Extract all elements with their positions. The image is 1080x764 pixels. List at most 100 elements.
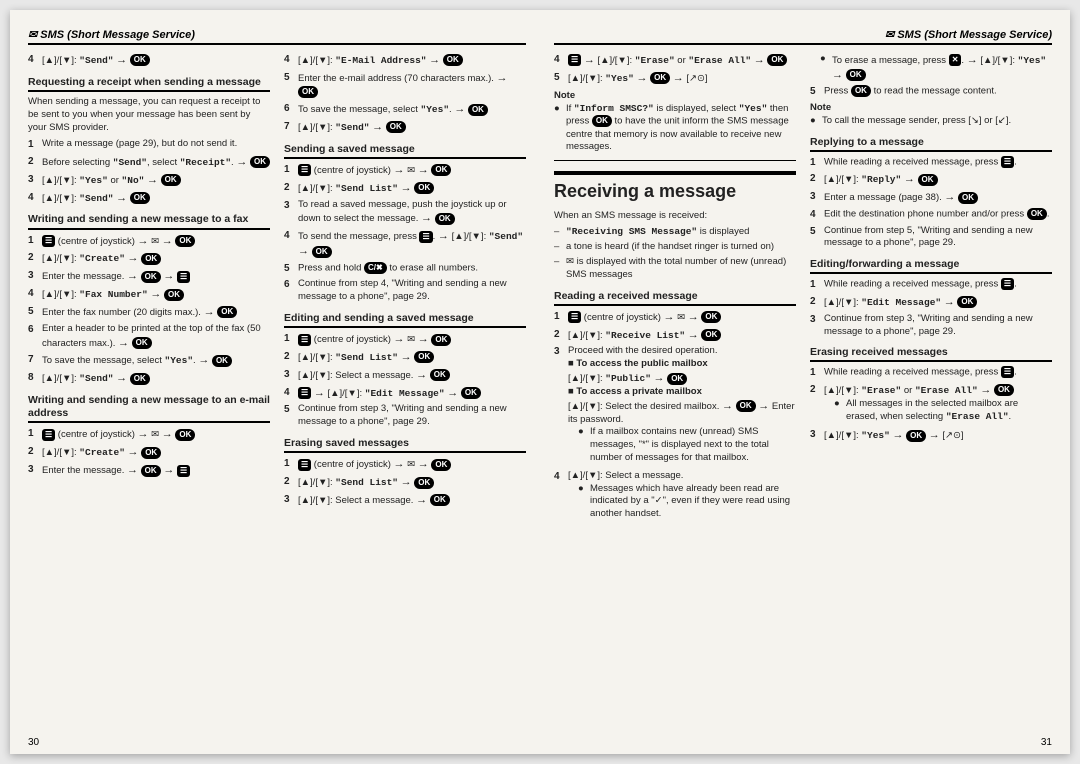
code: "Send List": [335, 183, 398, 194]
menu-button: ☰: [177, 465, 190, 477]
divider: [554, 160, 796, 161]
nav: [▲]/[▼]:: [568, 470, 603, 481]
arrow: →: [162, 428, 173, 440]
ok-button: OK: [650, 72, 670, 84]
step-num: 1: [284, 457, 298, 472]
step: 3Continue from step 3, "Writing and send…: [810, 313, 1052, 339]
arrow: →: [944, 191, 955, 203]
arrow: →: [394, 458, 405, 470]
code: "Public": [605, 373, 651, 384]
ok-button: OK: [431, 459, 451, 471]
step-num: 3: [810, 190, 824, 205]
text: (centre of joystick): [55, 236, 137, 247]
step: 1☰ (centre of joystick) → ✉ → OK: [28, 234, 270, 249]
arrow: →: [127, 464, 138, 476]
code: "Edit Message": [861, 297, 941, 308]
arrow: →: [116, 372, 127, 384]
step-body: Enter the message. → OK → ☰: [42, 269, 270, 284]
text: While reading a received message, press: [824, 156, 1001, 167]
step-body: To send the message, press ☰. → [▲]/[▼]:…: [298, 229, 526, 259]
step-num: 2: [284, 350, 298, 365]
step-body: Continue from step 4, "Writing and sendi…: [298, 278, 526, 304]
nav: [▲]/[▼]:: [824, 385, 859, 396]
step: 1While reading a received message, press…: [810, 278, 1052, 292]
step-num: 4: [284, 53, 298, 68]
ok-button: OK: [414, 477, 434, 489]
step-num: 4: [284, 386, 298, 401]
step: 3[▲]/[▼]: "Yes" or "No" → OK: [28, 173, 270, 188]
text: Enter the e-mail address (70 characters …: [298, 73, 497, 84]
arrow: →: [138, 235, 149, 247]
bullet: –a tone is heard (if the handset ringer …: [554, 241, 796, 254]
step: 1☰ (centre of joystick) → ✉ → OK: [284, 163, 526, 178]
key: [↗⊙]: [686, 73, 707, 84]
step-body: ☰ (centre of joystick) → ✉ → OK: [298, 163, 526, 178]
step: 2Before selecting "Send", select "Receip…: [28, 155, 270, 170]
ok-button: OK: [430, 494, 450, 506]
step-body: ☰ (centre of joystick) → ✉ → OK: [298, 332, 526, 347]
step-body: Before selecting "Send", select "Receipt…: [42, 155, 270, 170]
step-body: Continue from step 3, "Writing and sendi…: [298, 403, 526, 429]
arrow: →: [116, 54, 127, 66]
text: Enter a message (page 38).: [824, 192, 944, 203]
page-right: ✉ SMS (Short Message Service) 4☰ → [▲]/[…: [540, 10, 1070, 754]
header-left: ✉ SMS (Short Message Service): [28, 28, 526, 45]
sub-bullet: ●All messages in the selected mailbox ar…: [824, 398, 1052, 424]
c-button: C/✖: [364, 262, 387, 274]
bullet-body: To erase a message, press ✕. → [▲]/[▼]: …: [832, 53, 1052, 83]
code: "Yes": [1018, 55, 1047, 66]
arrow: →: [372, 121, 383, 133]
step: 4 [▲]/[▼]: "Send" → OK: [28, 53, 270, 68]
step-num: 4: [810, 208, 824, 222]
sub-bullet: ●Messages which have already been read a…: [568, 483, 796, 521]
code: "Yes": [739, 103, 768, 114]
step: 3 Proceed with the desired operation. ■ …: [554, 345, 796, 466]
right-col-2: ●To erase a message, press ✕. → [▲]/[▼]:…: [810, 53, 1052, 746]
ok-button: OK: [958, 192, 978, 204]
text: To erase a message, press: [832, 55, 949, 66]
ok-button: OK: [736, 400, 756, 412]
step-num: 5: [284, 71, 298, 99]
text: Select a message.: [603, 470, 684, 481]
step-num: 1: [810, 156, 824, 170]
bullet-body: ✉ is displayed with the total number of …: [566, 256, 796, 282]
ok-button: OK: [130, 54, 150, 66]
text: Enter the message.: [42, 465, 127, 476]
section-title: Editing/forwarding a message: [810, 258, 1052, 274]
code: "Erase All": [688, 55, 751, 66]
section-title: Reading a received message: [554, 290, 796, 306]
nav: [▲]/[▼]:: [42, 253, 77, 264]
step: 8[▲]/[▼]: "Send" → OK: [28, 371, 270, 386]
line: [▲]/[▼]: "Erase" or "Erase All" → OK: [824, 383, 1052, 398]
nav: [▲]/[▼]:: [568, 330, 603, 341]
step-num: 7: [28, 353, 42, 368]
line: [▲]/[▼]: Select a message.: [568, 470, 796, 483]
step: 4☰ → [▲]/[▼]: "Edit Message" → OK: [284, 386, 526, 401]
text: Select a message.: [333, 370, 416, 381]
arrow: →: [127, 270, 138, 282]
arrow: →: [418, 333, 429, 345]
nav: [▲]/[▼]:: [568, 73, 603, 84]
step-num: 3: [554, 345, 568, 466]
code: "Edit Message": [365, 388, 445, 399]
step: 5Continue from step 5, "Writing and send…: [810, 225, 1052, 251]
step: 2[▲]/[▼]: "Send List" → OK: [284, 181, 526, 196]
x-button: ✕: [949, 54, 962, 66]
step-body: To save the message, select "Yes". → OK: [298, 102, 526, 117]
code: "Send": [113, 157, 147, 168]
arrow: →: [892, 429, 903, 441]
step-num: 5: [554, 71, 568, 86]
ok-button: OK: [414, 182, 434, 194]
step-num: 5: [28, 305, 42, 320]
arrow: →: [198, 354, 209, 366]
ok-button: OK: [906, 430, 926, 442]
step: 2[▲]/[▼]: "Reply" → OK: [810, 172, 1052, 187]
code: "Receipt": [180, 157, 231, 168]
text: Before selecting: [42, 157, 113, 168]
code: "Create": [79, 253, 125, 264]
step-num: 1: [284, 163, 298, 178]
text: to erase all numbers.: [387, 262, 478, 273]
text: Proceed with the desired operation.: [568, 345, 796, 358]
step-body: Edit the destination phone number and/or…: [824, 208, 1052, 222]
code: "Yes": [79, 175, 108, 186]
